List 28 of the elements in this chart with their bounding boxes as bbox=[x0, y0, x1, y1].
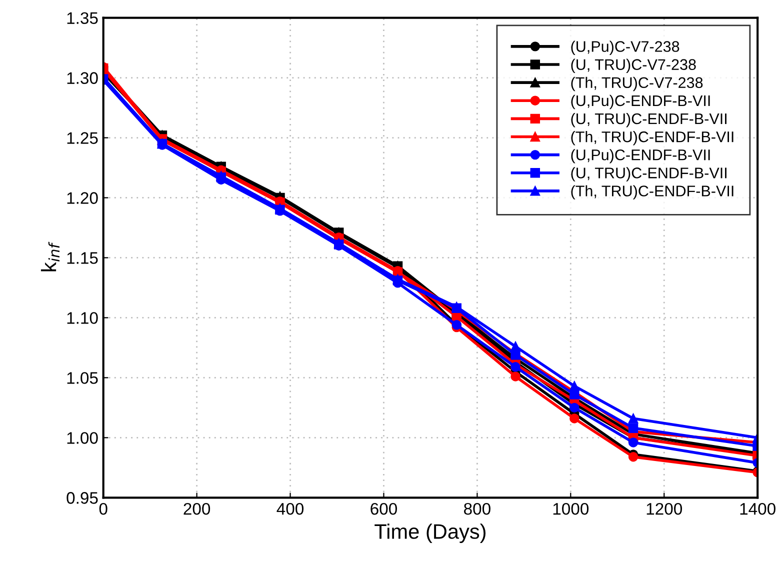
y-tick-label: 1.05 bbox=[67, 372, 98, 384]
y-tick-label: 1.10 bbox=[67, 312, 98, 324]
legend-label: (Th, TRU)C-ENDF-B-VII bbox=[571, 131, 734, 146]
legend-label: (U,Pu)C-ENDF-B-VII bbox=[571, 149, 710, 164]
y-tick-label: 1.15 bbox=[67, 252, 98, 264]
y-tick-label: 1.30 bbox=[67, 72, 98, 84]
legend-label: (Th, TRU)C-ENDF-B-VII bbox=[571, 185, 734, 200]
legend-label: (U,Pu)C-V7-238 bbox=[571, 40, 680, 55]
y-tick-label: 0.95 bbox=[66, 492, 98, 504]
legend-label: (U, TRU)C-ENDF-B-VII bbox=[571, 167, 726, 182]
x-tick-label: 600 bbox=[370, 502, 397, 515]
x-tick-label: 1200 bbox=[646, 502, 682, 515]
x-tick-label: 0 bbox=[99, 502, 108, 515]
y-axis-title: k$_{inf}$ bbox=[40, 242, 60, 272]
y-tick-label: 1.35 bbox=[67, 12, 98, 24]
y-tick-label: 1.25 bbox=[67, 132, 98, 144]
x-tick-label: 400 bbox=[276, 502, 304, 515]
x-tick-label: 1000 bbox=[553, 502, 589, 515]
x-axis-title: Time (Days) bbox=[374, 524, 486, 544]
legend-label: (U,Pu)C-ENDF-B-VII bbox=[571, 94, 710, 110]
x-tick-label: 1400 bbox=[740, 502, 776, 515]
y-tick-label: 1.00 bbox=[67, 432, 98, 444]
legend-label: (Th, TRU)C-V7-238 bbox=[571, 76, 703, 92]
x-tick-label: 800 bbox=[464, 502, 490, 515]
legend-label: (U, TRU)C-ENDF-B-VII bbox=[571, 112, 726, 128]
legend-label: (U, TRU)C-V7-238 bbox=[571, 58, 696, 74]
x-tick-label: 200 bbox=[184, 502, 210, 515]
y-tick-label: 1.20 bbox=[67, 192, 98, 204]
